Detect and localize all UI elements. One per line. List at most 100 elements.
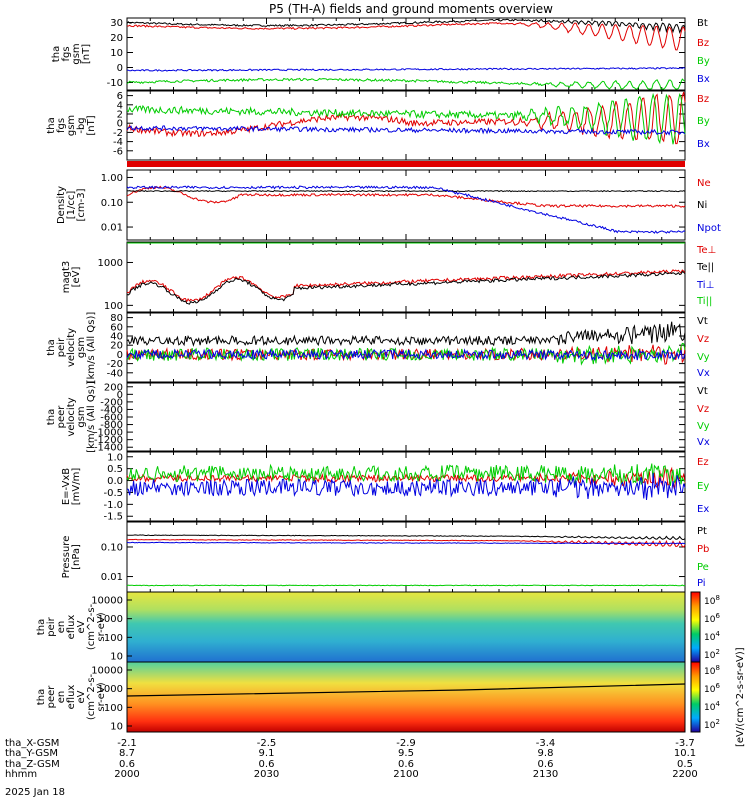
y-tick-label: 0.01: [101, 572, 123, 583]
y-axis-label: E=-VxB: [61, 468, 72, 505]
y-axis-label: sr-eV): [96, 612, 107, 641]
y-tick-label: 10: [110, 48, 123, 59]
y-tick-label: 30: [110, 18, 123, 29]
x-axis-value: 9.5: [398, 748, 414, 759]
spectrogram-image: [127, 592, 685, 662]
legend-npot: Npot: [697, 223, 721, 234]
colorbar-tick-label: 106: [704, 682, 720, 695]
panel-frame: [126, 17, 686, 91]
y-axis-label: [nPa]: [71, 544, 82, 570]
legend-vz: Vz: [697, 334, 709, 345]
legend-vx: Vx: [697, 368, 710, 379]
series-te⊥-line: [126, 269, 686, 303]
y-tick-label: 80: [110, 313, 123, 324]
y-axis-label: tha: [46, 117, 57, 133]
y-axis-label: tha: [36, 689, 47, 705]
panel-frame: [126, 169, 686, 241]
y-tick-label: -400: [100, 405, 123, 416]
y-axis-label: sr-eV): [96, 682, 107, 711]
colorbar: [690, 591, 701, 663]
series-bz-line: [126, 91, 686, 145]
x-axis-value: 2130: [533, 769, 558, 780]
y-tick-label: -1200: [94, 435, 123, 446]
colorbar-tick-label: 102: [704, 718, 720, 731]
colorbar-tick-label: 108: [704, 664, 720, 677]
legend-by: By: [697, 116, 710, 127]
y-tick-label: 4: [117, 100, 123, 111]
panel-frame: [126, 382, 686, 452]
y-tick-label: -2: [113, 128, 123, 139]
legend-te⊥: Te⊥: [696, 245, 716, 256]
x-axis-value: -3.4: [536, 738, 556, 749]
legend-vy: Vy: [697, 421, 710, 432]
y-axis-label: [1/cc]: [66, 191, 77, 220]
x-axis-row-label: tha_X-GSM: [5, 738, 59, 749]
y-tick-label: 100: [104, 301, 123, 312]
y-tick-label: 0.10: [101, 542, 123, 553]
legend-ey: Ey: [697, 481, 709, 492]
y-axis-label: velocity: [66, 397, 77, 436]
x-axis-value: 2100: [393, 769, 418, 780]
y-axis-label: [km/s (All Qs)]: [86, 381, 97, 453]
y-axis-label: fgs: [61, 46, 72, 61]
colorbar-unit-label: [eV/(cm^2-s-sr-eV)]: [735, 647, 746, 747]
y-tick-label: 0: [117, 119, 123, 130]
y-axis-label: [mV/m]: [71, 468, 82, 506]
legend-pt: Pt: [697, 526, 707, 537]
y-axis-label: eflux: [66, 615, 77, 640]
y-tick-label: 0.0: [107, 476, 123, 487]
y-axis-label: peer: [46, 685, 57, 709]
y-axis-label: en: [56, 691, 67, 704]
legend-by: By: [697, 56, 710, 67]
y-tick-label: 1.0: [107, 452, 123, 463]
panel-fgm-gsm: 30 20 10 0 -10 Bt Bz By Bx tha fgs gsm [nT]: [51, 17, 710, 91]
colorbar-tick-label: 102: [704, 648, 720, 661]
y-tick-label: 1000: [98, 258, 123, 269]
quality-flag-bar: [127, 161, 685, 167]
series-ne-line: [126, 185, 686, 209]
y-tick-label: 10000: [91, 596, 123, 607]
y-axis-label: peir: [46, 616, 57, 636]
legend-bz: Bz: [697, 94, 709, 105]
x-axis-value: 0.6: [538, 759, 554, 770]
series-vt-line: [126, 321, 686, 347]
series-ez-line: [126, 466, 686, 490]
colorbar: [690, 661, 701, 733]
energy-cutoff-line: [126, 683, 686, 697]
y-tick-label: -20: [107, 359, 123, 370]
y-tick-label: 10000: [91, 666, 123, 677]
legend-ex: Ex: [697, 504, 709, 515]
legend-ti||: Ti||: [696, 296, 712, 307]
y-tick-label: 1.00: [101, 173, 123, 184]
x-axis-value: 10.1: [674, 748, 696, 759]
x-axis-value: -3.7: [675, 738, 695, 749]
y-tick-label: -1000: [94, 428, 123, 439]
series-vx-line: [126, 347, 686, 361]
y-axis-label: Pressure: [61, 536, 72, 579]
y-axis-label: magt3: [61, 261, 72, 294]
y-tick-label: 10: [110, 722, 123, 733]
y-axis-label: (cm^2-s-: [86, 673, 97, 720]
y-tick-label: 20: [110, 33, 123, 44]
y-tick-label: -1.5: [103, 512, 123, 523]
y-tick-label: 60: [110, 322, 123, 333]
legend-vz: Vz: [697, 404, 709, 415]
panel-electron-spectrogram: 10000 1000 100 10 108 106 104 102 tha peer en eflux…: [36, 661, 720, 733]
legend-vy: Vy: [697, 352, 710, 363]
y-axis-label: [nT]: [81, 44, 92, 64]
x-axis-value: 2030: [254, 769, 279, 780]
x-axis-value: -2.9: [396, 738, 416, 749]
series-vy-line: [126, 342, 686, 366]
x-axis-value: 2000: [114, 769, 139, 780]
legend-pi: Pi: [697, 578, 706, 589]
y-tick-label: -0.5: [103, 488, 123, 499]
x-axis-row-label: tha_Y-GSM: [5, 748, 58, 759]
y-axis-label: gsm: [71, 43, 82, 64]
legend-te||: Te||: [696, 262, 714, 273]
series-bx-line: [126, 125, 686, 136]
y-tick-label: 2: [117, 110, 123, 121]
series-pb-line: [126, 538, 686, 548]
y-axis-label: gsm: [76, 406, 87, 427]
